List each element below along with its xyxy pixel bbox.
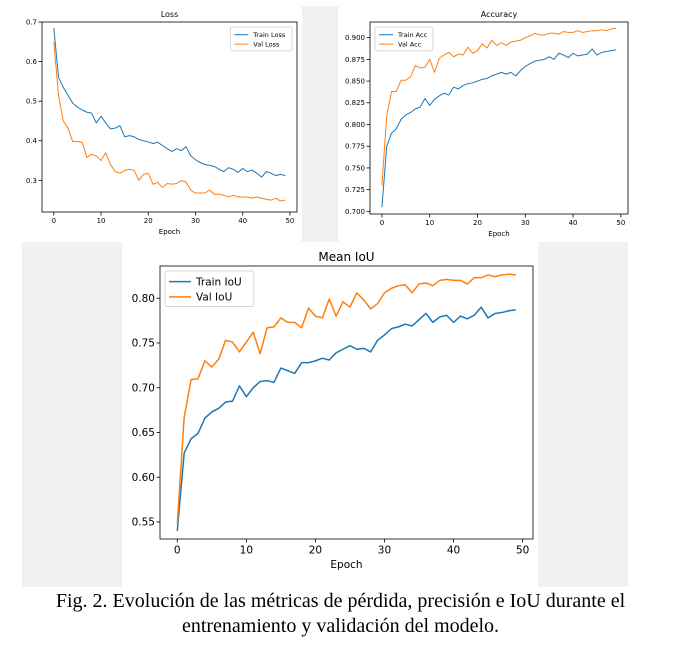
y-tick-label: 0.850 — [345, 78, 365, 86]
x-tick-label: 0 — [380, 219, 384, 227]
x-tick-label: 30 — [378, 545, 391, 557]
y-tick-label: 0.55 — [132, 517, 155, 529]
y-tick-label: 0.5 — [26, 98, 37, 106]
series-line-train-acc — [381, 48, 617, 208]
y-tick-label: 0.825 — [345, 99, 365, 107]
x-tick-label: 40 — [447, 545, 460, 557]
x-axis-label: Epoch — [159, 228, 180, 236]
x-tick-label: 40 — [569, 219, 578, 227]
iou-chart-title: Mean IoU — [318, 250, 374, 264]
y-tick-label: 0.3 — [26, 177, 37, 185]
y-tick-label: 0.800 — [345, 121, 365, 129]
y-tick-label: 0.900 — [345, 34, 365, 42]
loss-chart-title: Loss — [161, 10, 179, 19]
x-axis-label: Epoch — [488, 230, 509, 238]
mean-iou-chart: Mean IoU 0 10 20 30 40 50 Epoch 0.55 0.60 0.65 0.70… — [132, 250, 534, 571]
series-line-train-iou — [176, 306, 516, 532]
loss-chart-panel: Loss 0 10 20 30 40 50 Epoch 0.3 0.4 0.5 0.6 0.7 Train… — [0, 0, 302, 242]
y-tick-label: 0.6 — [26, 58, 38, 66]
legend-label-train-loss: Train Loss — [252, 31, 286, 39]
x-axis-label: Epoch — [330, 559, 362, 571]
x-tick-label: 50 — [285, 217, 294, 225]
series-line-val-loss — [53, 41, 286, 202]
y-tick-label: 0.725 — [345, 186, 365, 194]
y-tick-label: 0.875 — [345, 56, 365, 64]
accuracy-chart-panel: Accuracy 0 10 20 30 40 50 Epoch 0.700 0.725 0.750 0… — [338, 0, 638, 242]
plot-frame — [41, 21, 298, 213]
series-line-val-acc — [381, 27, 617, 186]
panel-gap-bottom-right — [538, 242, 628, 587]
y-tick-label: 0.60 — [132, 472, 155, 484]
loss-chart: Loss 0 10 20 30 40 50 Epoch 0.3 0.4 0.5 0.6 0.7 Train… — [26, 10, 298, 236]
x-tick-label: 50 — [616, 219, 625, 227]
x-tick-label: 0 — [174, 545, 181, 557]
x-tick-label: 20 — [309, 545, 322, 557]
x-tick-label: 10 — [240, 545, 253, 557]
plot-frame — [369, 21, 629, 215]
x-tick-label: 30 — [521, 219, 530, 227]
y-tick-label: 0.70 — [132, 382, 155, 394]
legend-label-val-acc: Val Acc — [398, 40, 422, 48]
x-tick-label: 10 — [425, 219, 434, 227]
x-tick-label: 20 — [473, 219, 482, 227]
accuracy-chart: Accuracy 0 10 20 30 40 50 Epoch 0.700 0.725 0.750 0… — [345, 10, 629, 238]
series-line-val-iou — [176, 273, 516, 524]
x-tick-label: 0 — [52, 217, 56, 225]
x-tick-label: 40 — [238, 217, 247, 225]
figure-caption: Fig. 2. Evolución de las métricas de pér… — [55, 590, 626, 637]
panel-gap-bottom-left — [22, 242, 122, 587]
y-tick-label: 0.75 — [132, 338, 155, 350]
iou-chart-panel: Mean IoU 0 10 20 30 40 50 Epoch 0.55 0.60 0.65 0.70… — [122, 242, 538, 587]
y-tick-label: 0.65 — [132, 427, 155, 439]
y-tick-label: 0.80 — [132, 293, 155, 305]
accuracy-chart-title: Accuracy — [481, 10, 518, 19]
legend-box — [374, 26, 434, 52]
legend-box — [229, 26, 293, 52]
y-tick-label: 0.750 — [345, 164, 365, 172]
y-tick-label: 0.700 — [345, 208, 365, 216]
legend-label-val-iou: Val IoU — [196, 292, 232, 304]
panel-gap-top — [302, 6, 338, 242]
x-tick-label: 30 — [191, 217, 200, 225]
legend-label-train-iou: Train IoU — [195, 276, 242, 288]
x-tick-label: 20 — [144, 217, 153, 225]
legend-label-train-acc: Train Acc — [397, 31, 428, 39]
plot-frame — [159, 265, 534, 540]
legend-label-val-loss: Val Loss — [253, 40, 280, 48]
x-tick-label: 50 — [516, 545, 529, 557]
y-tick-label: 0.7 — [26, 18, 37, 26]
y-tick-label: 0.775 — [345, 143, 365, 151]
y-tick-label: 0.4 — [26, 137, 38, 145]
x-tick-label: 10 — [97, 217, 106, 225]
series-line-train-loss — [53, 27, 286, 178]
